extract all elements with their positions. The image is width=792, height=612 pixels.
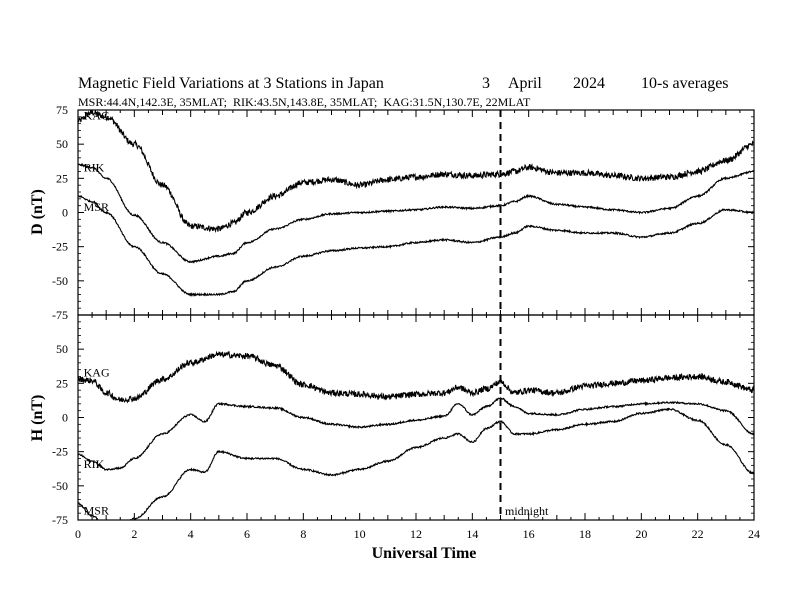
d-ytick-label: -50 — [52, 274, 68, 288]
h-panel-frame — [77, 314, 755, 521]
series-label-h-rik: RIK — [84, 457, 105, 471]
stations-line: MSR:44.4N,142.3E, 35MLAT; RIK:43.5N,143.… — [78, 95, 531, 109]
series-label-d-msr: MSR — [84, 200, 109, 214]
xtick-label: 6 — [244, 527, 250, 541]
date-day: 3 — [482, 75, 490, 92]
series-d-rik — [77, 163, 755, 264]
xtick-label: 20 — [635, 527, 647, 541]
d-ytick-label: 50 — [56, 137, 68, 151]
h-ytick-label: 25 — [56, 376, 68, 390]
series-d-kag — [77, 109, 755, 234]
midnight-label: midnight — [505, 504, 549, 518]
averaging-label: 10-s averages — [641, 75, 729, 92]
series-h-msr — [77, 407, 755, 521]
series-h-rik — [77, 397, 755, 472]
h-ytick-label: 50 — [56, 342, 68, 356]
xtick-label: 10 — [354, 527, 366, 541]
d-ytick-label: 75 — [56, 103, 68, 117]
x-axis-label: Universal Time — [372, 545, 477, 562]
h-ytick-label: 0 — [62, 411, 68, 425]
d-ytick-label: 25 — [56, 171, 68, 185]
xtick-label: 8 — [300, 527, 306, 541]
d-ytick-label: -75 — [52, 308, 68, 322]
d-ylabel: D (nT) — [29, 189, 46, 235]
series-label-d-kag: KAG — [84, 109, 110, 123]
date-month: April — [508, 75, 542, 92]
xtick-label: 0 — [75, 527, 81, 541]
h-ytick-label: -50 — [52, 479, 68, 493]
h-ytick-label: -25 — [52, 445, 68, 459]
xtick-label: 2 — [131, 527, 137, 541]
h-ytick-label: -75 — [52, 513, 68, 527]
d-ytick-label: 0 — [62, 206, 68, 220]
xtick-label: 4 — [188, 527, 194, 541]
series-label-h-kag: KAG — [84, 366, 110, 380]
series-h-kag — [77, 350, 755, 404]
xtick-label: 18 — [579, 527, 591, 541]
d-ytick-label: -25 — [52, 240, 68, 254]
xtick-label: 24 — [748, 527, 760, 541]
series-label-d-rik: RIK — [84, 161, 105, 175]
xtick-label: 16 — [523, 527, 535, 541]
date-year: 2024 — [573, 75, 605, 92]
h-ylabel: H (nT) — [29, 395, 46, 442]
xtick-label: 22 — [692, 527, 704, 541]
chart-marks: -75 -50 -25 0 25 50 75 KAG RIK MSR -75 -50 -25 0 25 50 0… — [52, 103, 760, 541]
chart-title: Magnetic Field Variations at 3 Stations … — [78, 75, 384, 92]
xtick-label: 14 — [466, 527, 478, 541]
series-label-h-msr: MSR — [84, 504, 109, 518]
xtick-label: 12 — [410, 527, 422, 541]
series-d-msr — [77, 195, 755, 297]
